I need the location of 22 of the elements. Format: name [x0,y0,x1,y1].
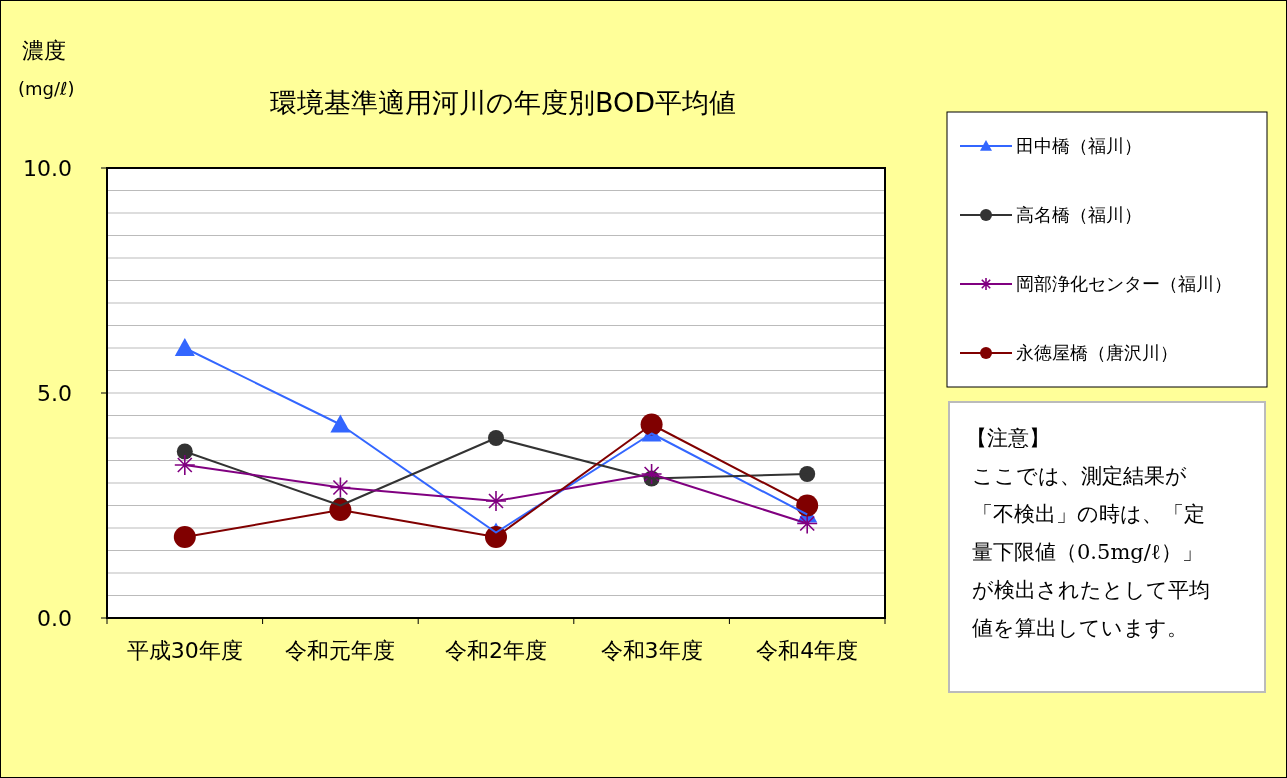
y-tick-label: 0.0 [37,605,72,631]
text: ここでは、測定結果が「不検出」の時は、「定量下限値（0.5mg/ℓ）」が検出されたとして平均値を算出しています。 [972,464,1210,640]
point [799,466,816,482]
x-tick-label: 令和4年度 [756,638,859,663]
point [173,526,196,548]
point [174,454,196,476]
y-tick-label: 10.0 [23,155,72,181]
legend-label: 田中橋（福川） [1016,135,1142,157]
point [174,338,195,356]
y-tick-label: 5.0 [37,380,72,406]
chart-title: 環境基準適用河川の年度別BOD平均値 [270,87,737,118]
x-tick-label: 令和2年度 [445,638,547,663]
text: 【注意】 [966,426,1050,450]
legend-label: 永徳屋橋（唐沢川） [1016,342,1178,364]
point [640,463,663,485]
x-tick-label: 平成30年度 [126,638,243,663]
legend-label: 岡部浄化センター（福川） [1016,273,1232,295]
x-tick-label: 令和元年度 [285,638,396,663]
x-tick-label: 令和3年度 [600,638,703,663]
legend-label: 高名橋（福川） [1016,204,1142,226]
point [485,490,507,512]
y-axis-title: 濃度 (mg/ℓ) [18,38,75,99]
